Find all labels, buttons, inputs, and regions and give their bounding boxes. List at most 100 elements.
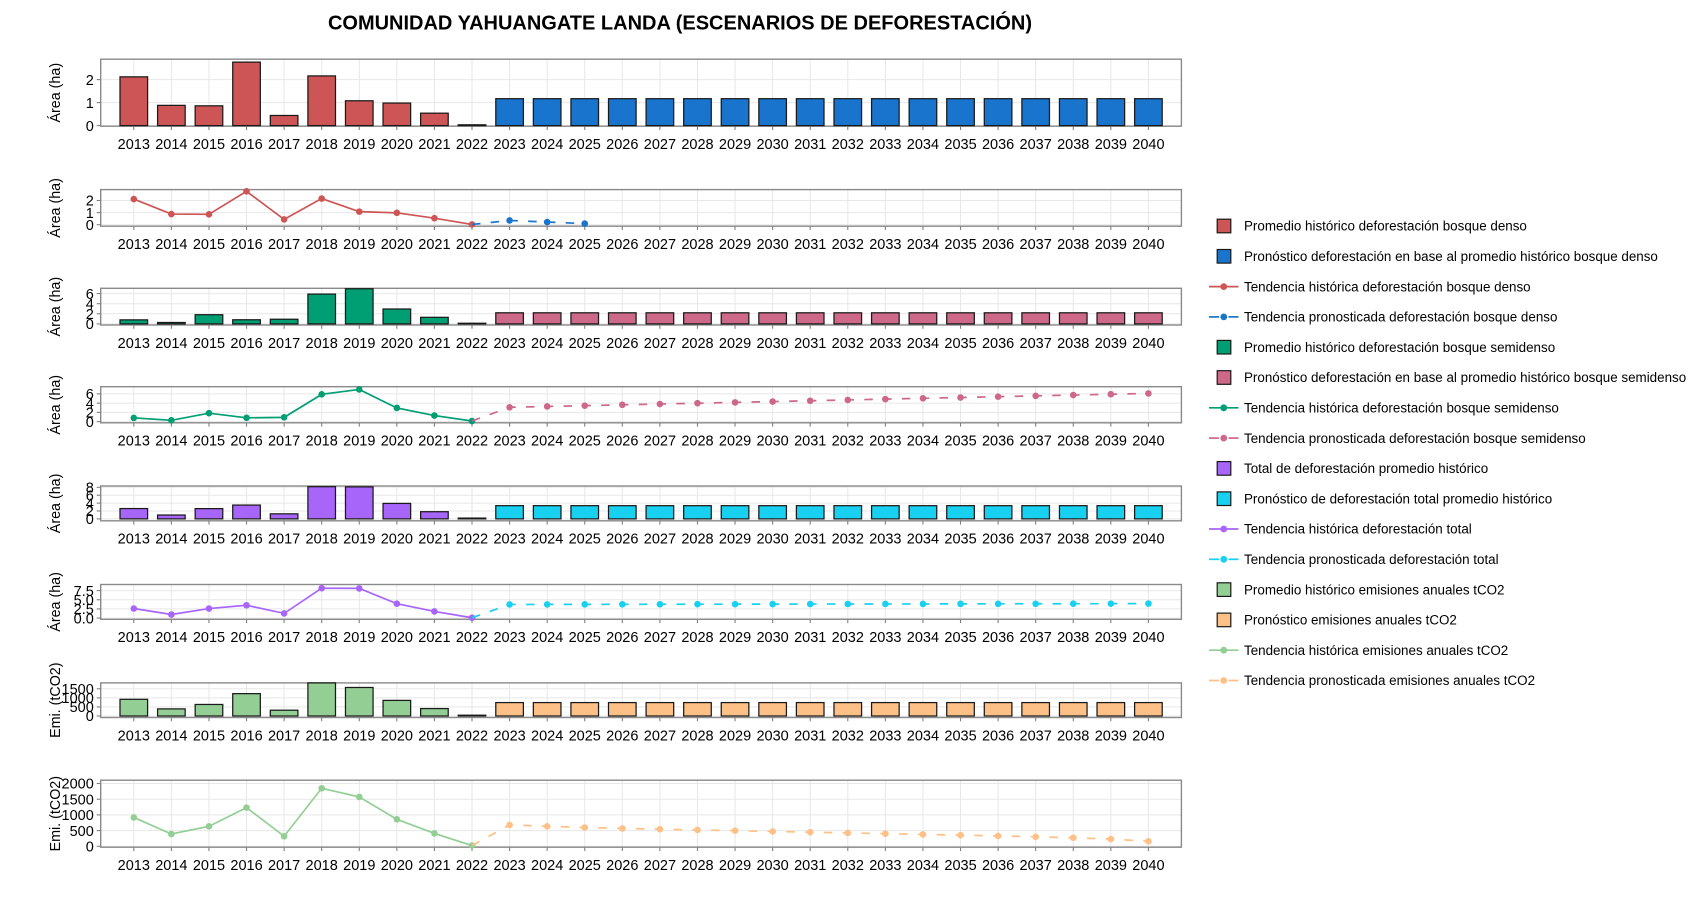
svg-text:2028: 2028 [681,532,713,548]
svg-text:2034: 2034 [907,137,939,153]
svg-text:2028: 2028 [681,630,713,646]
svg-text:Área (ha): Área (ha) [47,375,64,435]
svg-text:2019: 2019 [343,434,375,450]
svg-text:2020: 2020 [381,728,413,744]
svg-text:2024: 2024 [531,336,563,352]
svg-text:2040: 2040 [1132,858,1164,874]
svg-text:Tendencia histórica deforestac: Tendencia histórica deforestación bosque… [1244,279,1531,294]
svg-text:2013: 2013 [118,630,150,646]
svg-text:2036: 2036 [982,336,1014,352]
svg-text:Área (ha): Área (ha) [47,474,64,534]
svg-text:2037: 2037 [1020,858,1052,874]
svg-text:2014: 2014 [155,532,187,548]
svg-text:Tendencia histórica deforestac: Tendencia histórica deforestación bosque… [1244,401,1559,416]
svg-text:2039: 2039 [1095,532,1127,548]
svg-text:0: 0 [86,119,94,135]
svg-text:2034: 2034 [907,630,939,646]
svg-text:2040: 2040 [1132,630,1164,646]
svg-text:2027: 2027 [644,137,676,153]
svg-text:2025: 2025 [569,630,601,646]
svg-text:2039: 2039 [1095,630,1127,646]
svg-text:2030: 2030 [756,336,788,352]
svg-text:2030: 2030 [756,728,788,744]
svg-text:2014: 2014 [155,434,187,450]
svg-text:2036: 2036 [982,630,1014,646]
svg-text:2038: 2038 [1057,137,1089,153]
svg-text:2014: 2014 [155,137,187,153]
svg-text:2016: 2016 [230,532,262,548]
svg-text:2014: 2014 [155,858,187,874]
svg-text:2020: 2020 [381,434,413,450]
svg-text:500: 500 [70,700,94,716]
svg-text:2024: 2024 [531,137,563,153]
svg-text:2028: 2028 [681,858,713,874]
svg-text:2029: 2029 [719,237,751,253]
svg-text:2019: 2019 [343,137,375,153]
svg-text:2026: 2026 [606,630,638,646]
svg-text:0: 0 [86,840,94,856]
svg-text:2040: 2040 [1132,728,1164,744]
svg-text:2032: 2032 [832,137,864,153]
svg-text:0: 0 [86,415,94,431]
svg-text:Área (ha): Área (ha) [47,63,64,123]
svg-text:1: 1 [86,206,94,222]
svg-text:2037: 2037 [1020,728,1052,744]
svg-text:2035: 2035 [944,532,976,548]
svg-text:2017: 2017 [268,336,300,352]
svg-text:2028: 2028 [681,237,713,253]
svg-text:2013: 2013 [118,137,150,153]
svg-text:2037: 2037 [1020,237,1052,253]
svg-text:Área (ha): Área (ha) [47,572,64,632]
svg-text:2027: 2027 [644,336,676,352]
svg-text:2028: 2028 [681,336,713,352]
svg-text:2027: 2027 [644,728,676,744]
svg-text:1500: 1500 [62,792,94,808]
svg-text:2024: 2024 [531,858,563,874]
svg-text:1500: 1500 [62,682,94,698]
svg-text:0: 0 [86,709,94,725]
svg-text:5.0: 5.0 [74,593,94,609]
svg-text:2030: 2030 [756,532,788,548]
svg-text:1000: 1000 [62,691,94,707]
svg-text:2038: 2038 [1057,237,1089,253]
svg-text:2: 2 [86,73,94,89]
svg-text:2021: 2021 [418,137,450,153]
svg-text:2040: 2040 [1132,532,1164,548]
svg-text:2017: 2017 [268,532,300,548]
svg-text:2020: 2020 [381,237,413,253]
svg-text:2.5: 2.5 [74,602,94,618]
svg-text:2039: 2039 [1095,434,1127,450]
svg-text:6: 6 [86,488,94,504]
svg-text:Pronóstico de deforestación to: Pronóstico de deforestación total promed… [1244,491,1552,506]
svg-text:2029: 2029 [719,532,751,548]
svg-text:2028: 2028 [681,434,713,450]
svg-text:2021: 2021 [418,728,450,744]
svg-text:2033: 2033 [869,630,901,646]
svg-text:2019: 2019 [343,728,375,744]
svg-text:2017: 2017 [268,434,300,450]
svg-text:2030: 2030 [756,858,788,874]
svg-text:2036: 2036 [982,728,1014,744]
svg-text:2034: 2034 [907,532,939,548]
svg-text:2037: 2037 [1020,630,1052,646]
svg-text:2013: 2013 [118,237,150,253]
svg-text:2034: 2034 [907,434,939,450]
svg-text:2032: 2032 [832,434,864,450]
svg-text:Tendencia pronosticada defores: Tendencia pronosticada deforestación bos… [1244,431,1586,446]
svg-text:2038: 2038 [1057,728,1089,744]
svg-text:2036: 2036 [982,434,1014,450]
svg-text:2032: 2032 [832,630,864,646]
svg-text:2013: 2013 [118,858,150,874]
svg-text:2027: 2027 [644,858,676,874]
svg-text:2035: 2035 [944,728,976,744]
svg-text:6: 6 [86,287,94,303]
svg-text:2033: 2033 [869,532,901,548]
svg-text:Total de deforestación promedi: Total de deforestación promedio históric… [1244,461,1488,476]
svg-text:Área (ha): Área (ha) [47,178,64,238]
svg-text:2040: 2040 [1132,237,1164,253]
svg-text:Emi. (tCO2): Emi. (tCO2) [48,662,64,737]
svg-text:2025: 2025 [569,237,601,253]
svg-text:2025: 2025 [569,137,601,153]
svg-text:2031: 2031 [794,434,826,450]
svg-text:2034: 2034 [907,858,939,874]
